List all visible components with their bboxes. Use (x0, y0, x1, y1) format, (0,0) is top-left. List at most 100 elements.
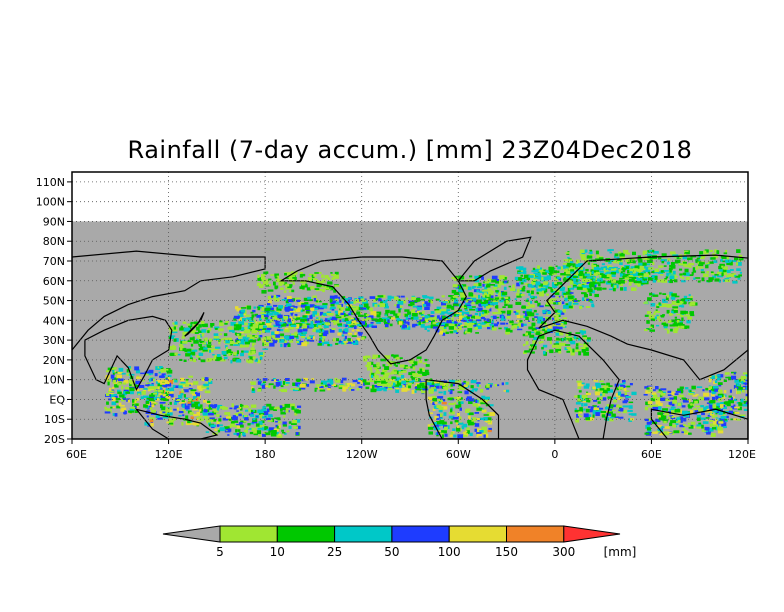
rain-cell (599, 407, 604, 410)
rain-cell (168, 326, 175, 331)
rain-cell (145, 384, 149, 386)
rain-cell (749, 382, 755, 384)
rain-cell (201, 385, 207, 389)
rain-cell (443, 327, 447, 330)
rain-cell (514, 276, 519, 281)
rain-cell (439, 326, 444, 330)
rain-cell (454, 275, 458, 278)
rain-cell (750, 382, 752, 384)
rain-cell (384, 323, 389, 328)
rain-cell (278, 284, 283, 287)
rain-cell (413, 361, 418, 366)
rain-cell (252, 429, 258, 434)
rain-cell (474, 312, 478, 316)
rain-cell (389, 379, 395, 381)
rain-cell (443, 425, 448, 428)
rain-cell (450, 314, 453, 317)
rain-cell (734, 387, 737, 390)
rain-cell (295, 382, 301, 386)
rain-cell (694, 410, 700, 413)
rain-cell (363, 323, 367, 327)
rain-cell (192, 396, 198, 400)
rain-cell (665, 404, 670, 407)
rain-cell (674, 318, 681, 321)
rain-cell (347, 323, 353, 326)
rain-cell (420, 313, 424, 317)
rain-cell (447, 312, 452, 315)
rain-cell (263, 411, 269, 416)
rain-cell (678, 416, 684, 420)
rain-cell (703, 392, 709, 397)
rain-cell (601, 274, 605, 278)
rain-cell (684, 251, 689, 254)
rain-cell (252, 356, 256, 360)
rain-cell (315, 278, 318, 281)
rain-cell (188, 388, 193, 390)
rain-cell (741, 389, 745, 393)
rain-cell (285, 408, 289, 413)
rain-cell (382, 368, 385, 373)
rain-cell (342, 388, 347, 392)
rain-cell (475, 382, 481, 384)
rain-cell (323, 325, 327, 328)
rain-cell (434, 422, 441, 427)
rain-cell (542, 285, 549, 287)
rain-cell (440, 413, 443, 418)
rain-cell (174, 352, 178, 356)
rain-cell (368, 315, 374, 319)
rain-cell (551, 290, 556, 293)
rain-cell (701, 277, 705, 282)
rain-cell (330, 306, 336, 309)
rain-cell (463, 319, 467, 322)
rain-cell (135, 384, 140, 388)
rain-cell (437, 385, 440, 389)
rain-cell (618, 396, 623, 399)
rain-cell (314, 387, 319, 390)
rain-cell (740, 398, 744, 403)
rain-cell (178, 384, 183, 389)
rain-cell (532, 317, 535, 321)
rain-cell (674, 393, 679, 395)
rain-cell (681, 317, 684, 322)
rain-cell (263, 279, 270, 282)
rain-cell (351, 335, 357, 337)
rain-cell (696, 257, 700, 260)
rain-cell (517, 271, 524, 274)
rain-cell (506, 310, 512, 315)
rain-cell (538, 341, 542, 344)
rain-cell (452, 417, 459, 420)
rain-cell (709, 387, 716, 391)
rain-cell (239, 313, 244, 317)
rain-cell (717, 382, 723, 385)
rain-cell (404, 321, 409, 324)
rain-cell (556, 296, 560, 299)
rain-cell (213, 418, 217, 422)
rain-cell (525, 316, 529, 320)
rain-cell (728, 400, 734, 404)
rain-cell (216, 421, 220, 425)
rain-cell (375, 318, 381, 322)
rain-cell (283, 323, 287, 326)
rain-cell (608, 267, 615, 269)
rain-cell (474, 326, 478, 330)
rain-cell (361, 336, 365, 340)
rain-cell (528, 311, 532, 315)
rain-cell (711, 392, 715, 397)
rain-cell (696, 424, 702, 427)
rain-cell (701, 424, 704, 429)
rain-cell (666, 272, 672, 277)
rain-cell (261, 290, 267, 294)
rain-cell (248, 320, 255, 322)
rain-cell (273, 314, 277, 317)
rain-cell (451, 277, 455, 279)
rain-cell (680, 274, 683, 279)
rain-cell (471, 317, 474, 320)
rain-cell (432, 319, 436, 322)
rain-cell (458, 386, 465, 390)
rain-cell (448, 411, 451, 414)
rain-cell (474, 423, 480, 427)
rain-cell (491, 290, 495, 293)
rain-cell (240, 316, 243, 320)
rain-cell (125, 391, 130, 394)
rain-cell (656, 424, 663, 429)
